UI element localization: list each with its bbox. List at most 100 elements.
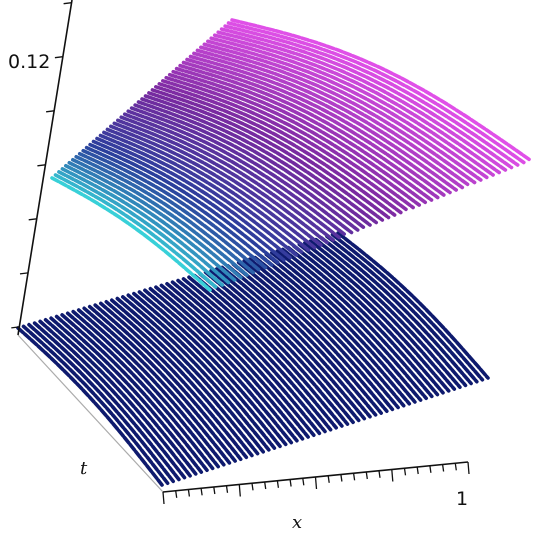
upper-surface-line <box>157 82 403 215</box>
lower-surface-line <box>99 301 249 460</box>
lower-surface-line <box>303 241 457 391</box>
upper-surface-line <box>219 27 514 170</box>
x-tick <box>162 491 165 505</box>
z-ticks <box>11 2 72 329</box>
lower-surface-line <box>187 275 339 430</box>
upper-surface-line <box>74 154 255 275</box>
upper-surface-line <box>161 79 409 212</box>
lower-surface-line <box>110 298 260 456</box>
lower-surface-line <box>159 283 310 439</box>
lower-surface-line <box>209 268 361 423</box>
lower-surface-line <box>225 263 378 417</box>
x-tick <box>391 469 394 482</box>
upper-surface-line <box>112 121 323 247</box>
upper-surface-line <box>84 145 274 267</box>
lower-surface-line <box>198 272 350 426</box>
x-tick <box>276 480 280 488</box>
x-tick <box>225 485 229 493</box>
upper-surface-line <box>143 94 379 225</box>
upper-surface-line <box>174 66 434 202</box>
lower-surface-line <box>236 260 389 414</box>
upper-surface-line <box>167 72 422 207</box>
lower-surface-line <box>242 258 395 412</box>
lower-surface-line <box>137 290 288 447</box>
x-tick <box>365 471 368 480</box>
upper-surface-line <box>116 118 329 245</box>
upper-surface-line <box>133 103 360 232</box>
x-tick <box>251 483 254 491</box>
upper-surface-line <box>105 127 311 252</box>
upper-surface-line <box>164 75 415 210</box>
lower-surface-line <box>336 231 490 380</box>
lower-surface-line <box>181 277 333 432</box>
lower-surface-line <box>148 286 299 443</box>
upper-surface-line <box>147 91 385 222</box>
x-tick <box>441 464 445 472</box>
lower-surface-line <box>32 321 181 482</box>
x-tick <box>327 475 330 483</box>
x-tick <box>187 489 191 497</box>
lower-surface-line <box>253 255 406 408</box>
lower-surface-line <box>220 265 372 419</box>
z-tick <box>54 56 63 59</box>
upper-surface-line <box>50 176 212 292</box>
upper-surface-line <box>154 85 397 217</box>
upper-surface-line <box>60 167 231 285</box>
x-tick <box>302 478 305 486</box>
lower-surface-line <box>132 291 282 449</box>
upper-surface-line <box>91 139 286 262</box>
lower-surface-line <box>154 285 305 441</box>
lower-surface-line <box>314 237 468 388</box>
z-axis-line <box>17 0 73 336</box>
lower-surface-line <box>21 324 170 486</box>
x-ticks <box>162 461 470 505</box>
lower-surface-line <box>27 322 175 484</box>
lower-surface-line <box>308 239 462 390</box>
x-tick <box>213 486 216 495</box>
z-tick <box>63 2 72 5</box>
upper-surface-line <box>81 148 268 270</box>
x-tick <box>340 474 343 482</box>
x-tick <box>238 484 241 497</box>
x-tick <box>416 466 419 475</box>
x-tick <box>403 468 407 476</box>
t-axis-label: t <box>80 458 88 479</box>
axes <box>11 0 470 505</box>
upper-surface-line <box>67 161 243 280</box>
lower-surface-line <box>82 306 232 465</box>
lower-surface-line <box>115 296 266 454</box>
upper-surface-line <box>95 136 292 260</box>
lower-surface-line <box>192 273 344 428</box>
upper-surface-line <box>216 30 508 172</box>
upper-surface-line <box>129 106 354 235</box>
upper-surface-line <box>53 173 218 290</box>
upper-surface-line <box>64 164 237 282</box>
lower-surface-line <box>16 326 164 487</box>
x-tick <box>429 465 432 473</box>
upper-surface-line <box>77 151 262 272</box>
upper-surface-line <box>230 18 532 162</box>
lower-surface-line <box>93 303 243 462</box>
lower-surface-line <box>43 317 192 478</box>
t-axis-line <box>17 334 164 493</box>
z-tick-label: 0.12 <box>8 51 50 73</box>
lower-surface-line <box>231 262 384 415</box>
x-tick <box>378 470 381 478</box>
upper-surface-line <box>202 42 483 182</box>
upper-surface-line <box>171 69 428 205</box>
upper-surface-line <box>212 33 502 175</box>
upper-surface-line <box>192 51 465 190</box>
x-tick <box>314 476 318 490</box>
x-tick <box>467 461 470 475</box>
upper-surface-line <box>178 63 440 200</box>
upper-surface-line <box>150 88 391 220</box>
x-tick <box>264 481 267 490</box>
lower-surface-line <box>49 316 198 476</box>
upper-surface-line <box>98 133 299 257</box>
lower-surface-line <box>170 280 322 436</box>
upper-surface-line <box>126 109 348 237</box>
lower-surface-line <box>54 314 204 474</box>
upper-surface-line <box>226 21 526 165</box>
upper-surface-line <box>181 60 446 197</box>
lower-surface-line <box>87 304 237 463</box>
